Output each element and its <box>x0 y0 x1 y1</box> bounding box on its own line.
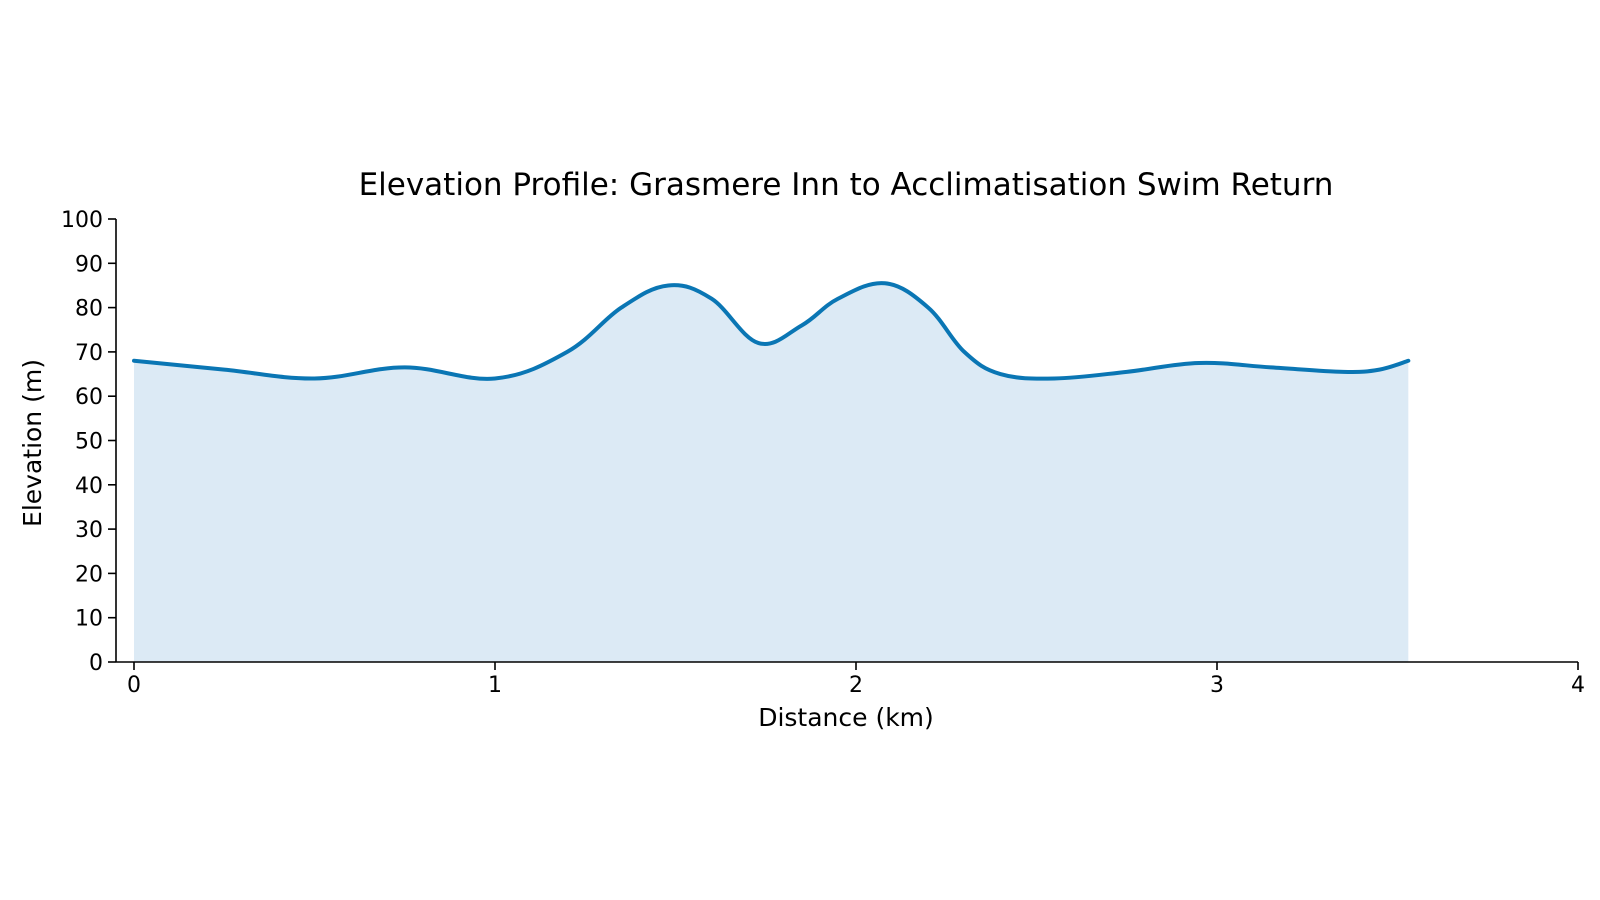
x-tick-label: 2 <box>849 673 863 698</box>
elevation-area-fill <box>134 283 1409 662</box>
y-tick-label: 10 <box>75 607 103 632</box>
x-tick-label: 1 <box>488 673 502 698</box>
y-tick-label: 90 <box>75 252 103 277</box>
y-tick-label: 30 <box>75 518 103 543</box>
elevation-line <box>132 281 1411 381</box>
y-tick-label: 40 <box>75 474 103 499</box>
x-tick-label: 3 <box>1210 673 1224 698</box>
y-tick-label: 80 <box>75 297 103 322</box>
y-tick-label: 0 <box>89 651 103 676</box>
chart-title: Elevation Profile: Grasmere Inn to Accli… <box>359 167 1334 203</box>
y-tick-label: 60 <box>75 385 103 410</box>
x-axis-title: Distance (km) <box>758 703 934 732</box>
y-tick-label: 100 <box>61 208 103 233</box>
x-tick-label: 0 <box>127 673 141 698</box>
x-tick-label: 4 <box>1571 673 1585 698</box>
y-tick-label: 70 <box>75 341 103 366</box>
y-tick-label: 20 <box>75 562 103 587</box>
y-axis-title: Elevation (m) <box>18 359 47 527</box>
y-tick-label: 50 <box>75 430 103 455</box>
